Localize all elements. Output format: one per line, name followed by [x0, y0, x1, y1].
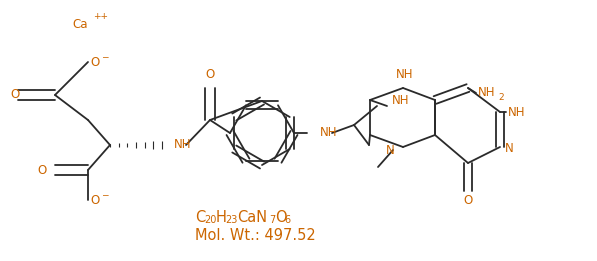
Text: C: C	[195, 210, 205, 225]
Text: H: H	[216, 210, 227, 225]
Text: ++: ++	[93, 12, 108, 21]
Text: NH: NH	[508, 105, 525, 118]
Text: N: N	[505, 143, 514, 156]
Text: 6: 6	[284, 215, 290, 225]
Text: O: O	[90, 56, 99, 68]
Text: O: O	[205, 68, 215, 81]
Text: O: O	[38, 163, 47, 176]
Text: NH: NH	[320, 127, 337, 139]
Text: 7: 7	[269, 215, 275, 225]
Text: NH: NH	[396, 68, 414, 80]
Text: Mol. Wt.: 497.52: Mol. Wt.: 497.52	[195, 228, 316, 243]
Text: NH: NH	[478, 86, 496, 99]
Text: −: −	[101, 52, 109, 62]
Text: O: O	[275, 210, 287, 225]
Text: −: −	[101, 191, 109, 199]
Text: N: N	[386, 144, 395, 157]
Text: 23: 23	[225, 215, 238, 225]
Text: O: O	[10, 88, 19, 102]
Text: O: O	[90, 193, 99, 206]
Text: NH: NH	[392, 93, 410, 106]
Text: O: O	[463, 194, 473, 207]
Text: 20: 20	[204, 215, 216, 225]
Text: Ca: Ca	[72, 18, 88, 31]
Text: CaN: CaN	[237, 210, 267, 225]
Text: 2: 2	[498, 93, 504, 103]
Text: NH: NH	[174, 139, 192, 151]
